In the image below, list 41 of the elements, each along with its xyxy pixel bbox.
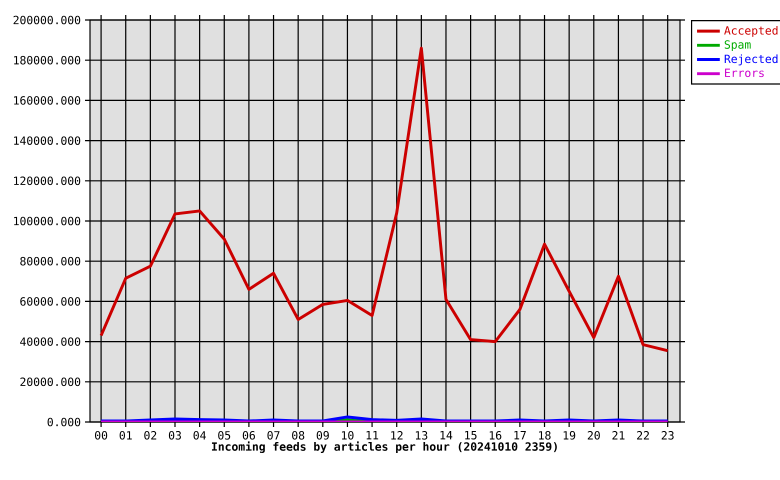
x-tick-label: 18 xyxy=(539,431,551,440)
x-tick-label: 11 xyxy=(366,431,378,440)
x-tick-label: 09 xyxy=(316,431,329,440)
x-tick-label: 08 xyxy=(292,431,304,440)
y-tick-label: 80000.000 xyxy=(20,256,80,266)
legend-label: Spam xyxy=(724,40,751,52)
legend-label: Rejected xyxy=(724,54,778,66)
y-tick-label: 200000.000 xyxy=(14,16,80,24)
x-axis-title: Incoming feeds by articles per hour (20241010 2359) xyxy=(212,441,557,454)
y-tick-label: 40000.000 xyxy=(20,337,80,346)
x-tick-label: 03 xyxy=(168,431,181,440)
y-tick-label: 100000.000 xyxy=(14,216,80,226)
x-tick-label: 20 xyxy=(588,431,600,440)
x-tick-label: 21 xyxy=(612,431,624,440)
y-tick-label: 120000.000 xyxy=(14,176,80,186)
x-tick-label: 14 xyxy=(440,431,452,440)
y-tick-label: 160000.000 xyxy=(14,96,80,105)
y-tick-label: 0.000 xyxy=(48,418,80,426)
x-tick-label: 04 xyxy=(194,431,206,440)
x-tick-label: 10 xyxy=(342,431,354,440)
y-tick-label: 60000.000 xyxy=(20,297,80,306)
x-tick-label: 23 xyxy=(662,431,674,440)
y-tick-label: 180000.000 xyxy=(14,56,80,64)
legend-label: Accepted xyxy=(724,26,778,37)
line-series xyxy=(100,46,670,352)
x-tick-label: 07 xyxy=(267,431,280,440)
x-tick-label: 02 xyxy=(144,431,156,440)
y-tick-label: 140000.000 xyxy=(14,136,80,145)
legend-label: Errors xyxy=(725,68,764,78)
x-tick-label: 00 xyxy=(95,431,108,440)
x-tick-label: 16 xyxy=(490,431,502,440)
x-tick-label: 06 xyxy=(242,431,255,440)
x-tick-label: 17 xyxy=(514,431,526,440)
x-tick-label: 13 xyxy=(416,431,428,440)
x-tick-label: 22 xyxy=(637,431,649,440)
x-tick-label: 01 xyxy=(120,431,132,440)
x-tick-label: 12 xyxy=(391,431,403,440)
x-tick-label: 05 xyxy=(218,431,230,440)
x-tick-label: 15 xyxy=(465,431,477,440)
y-tick-label: 20000.000 xyxy=(20,378,80,386)
x-tick-label: 19 xyxy=(564,431,576,440)
